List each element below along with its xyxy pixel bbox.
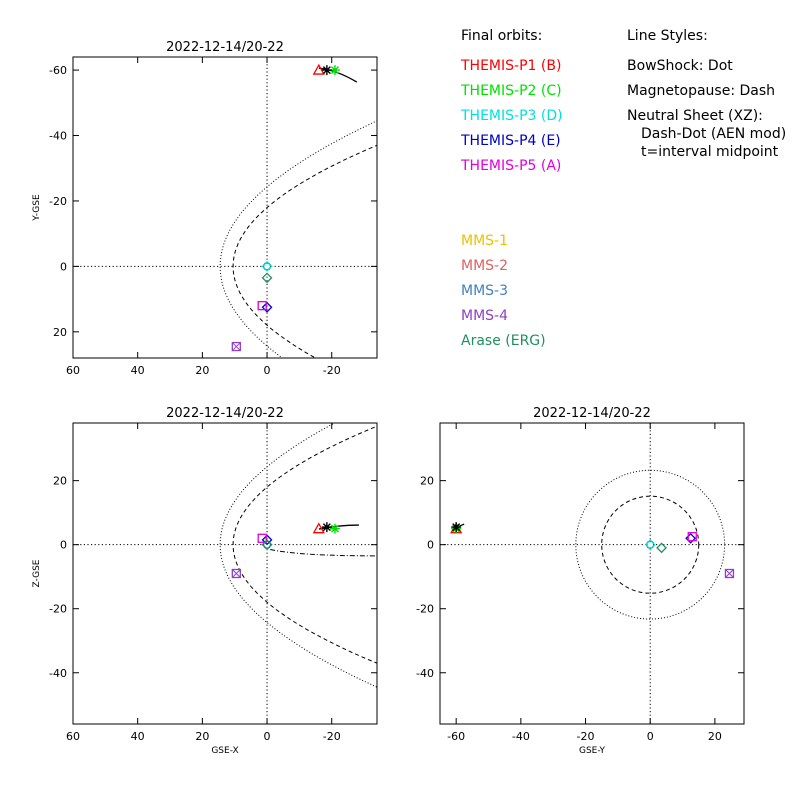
yz-xlabel: GSE-Y [579, 746, 606, 756]
xy-ytick-label: -60 [49, 64, 67, 77]
xz-neutral-sheet [270, 548, 377, 557]
xz-magnetopause-curve [232, 425, 377, 664]
legend-style-magnetopause: Magnetopause: Dash [627, 83, 775, 99]
yz-ytick-label: 20 [420, 475, 434, 488]
yz-mms-marker [724, 568, 735, 579]
legend-themis-p5: THEMIS-P5 (A) [460, 158, 561, 174]
xz-plot-area [73, 423, 377, 724]
legend-themis-p1: THEMIS-P1 (B) [460, 58, 561, 74]
yz-bowshock-circle [575, 469, 726, 620]
xy-earth [262, 262, 272, 271]
xz-mms-marker-cross [231, 569, 241, 578]
xy-ytick-label: 20 [53, 326, 67, 339]
legend-themis-p2: THEMIS-P2 (C) [460, 83, 562, 99]
xz-themis-p2-c-marker [329, 523, 340, 534]
xy-ylabel: Y-GSE [32, 194, 42, 222]
styles-heading: Line Styles: [627, 28, 708, 44]
xy-plot-frame [72, 56, 378, 359]
legend-themis-p4: THEMIS-P4 (E) [460, 133, 561, 149]
xz-ytick-label: -40 [49, 667, 67, 680]
legend-mms-2: MMS-2 [461, 258, 508, 274]
legend-arase: Arase (ERG) [461, 333, 546, 349]
xy-xtick-label: 60 [66, 364, 80, 377]
xz-mms-marker [231, 568, 241, 579]
legend-style-neutral-sheet: Neutral Sheet (XZ): [627, 108, 763, 124]
legend-style-midpoint: t=interval midpoint [641, 144, 779, 160]
legend-mms-4: MMS-4 [461, 308, 508, 324]
xy-plot-area [73, 57, 377, 358]
xz-xlabel: GSE-X [211, 746, 238, 756]
xz-themis-p1-b-marker [312, 522, 325, 534]
legend-style-dash-dot: Dash-Dot (AEN mod) [641, 126, 786, 142]
xz-xtick-label: -20 [323, 730, 341, 743]
xy-orbit-panel: 2022-12-14/20-22 60 40 20 0 -20 -60 -40 -20 0 20 Y-… [32, 40, 378, 377]
yz-ytick-label: 0 [427, 539, 434, 552]
xy-xtick-label: 0 [264, 364, 271, 377]
yz-xtick-label: -20 [577, 730, 595, 743]
xz-orbit-trace [318, 524, 359, 530]
xz-themis-p1-p2-trace-marker [321, 522, 332, 533]
yz-xtick-label: -40 [512, 730, 530, 743]
xz-ytick-label: 0 [60, 539, 67, 552]
xy-ytick-label: 0 [60, 260, 67, 273]
legend-mms-3: MMS-3 [461, 283, 508, 299]
legend-themis-p3: THEMIS-P3 (D) [460, 108, 563, 124]
yz-plot-frame [439, 422, 745, 725]
xy-themis-p4-e-marker [261, 301, 273, 313]
xy-mms-marker [231, 341, 241, 352]
xy-arase-erg-marker [261, 272, 273, 284]
yz-mms-marker-cross [725, 569, 734, 578]
yz-xtick-label: -60 [447, 730, 465, 743]
xy-xtick-label: -20 [323, 364, 341, 377]
yz-arase-erg-marker [656, 542, 667, 554]
xz-themis-p4-e-marker [261, 534, 273, 546]
orbits-heading: Final orbits: [461, 28, 542, 44]
xz-xtick-label: 40 [131, 730, 145, 743]
yz-themis-p4-e-marker [685, 532, 697, 544]
legend-mms-1: MMS-1 [461, 233, 508, 249]
yz-ytick-label: -40 [416, 667, 434, 680]
xy-xtick-label: 40 [131, 364, 145, 377]
yz-themis-p5-a-marker [687, 532, 697, 542]
legend-style-bowshock: BowShock: Dot [627, 58, 733, 74]
xz-ytick-label: -20 [49, 603, 67, 616]
xz-xtick-label: 20 [195, 730, 209, 743]
xz-title: 2022-12-14/20-22 [166, 406, 284, 421]
yz-ytick-label: -20 [416, 603, 434, 616]
xz-ylabel: Z-GSE [32, 559, 42, 587]
xy-magnetopause-curve [232, 144, 377, 358]
xy-mms-marker-cross [231, 342, 241, 351]
xz-arase-erg-marker [261, 539, 273, 551]
legend: Final orbits: Line Styles: THEMIS-P1 (B)… [460, 28, 786, 349]
xz-xtick-label: 0 [264, 730, 271, 743]
xz-xtick-label: 60 [66, 730, 80, 743]
yz-orbit-panel: 2022-12-14/20-22 -60 -40 -20 0 20 -40 -20 0 20 GSE… [416, 406, 745, 756]
xy-themis-p2-c-marker [329, 65, 340, 76]
xy-ytick-label: -20 [49, 195, 67, 208]
xy-title: 2022-12-14/20-22 [166, 40, 284, 55]
xy-themis-p1-b-marker [312, 63, 325, 75]
yz-themis-p1-p2-trace-marker [451, 522, 462, 533]
xz-ytick-label: 20 [53, 475, 67, 488]
xy-themis-p1-p2-trace-marker [321, 65, 332, 76]
yz-earth [646, 540, 655, 549]
xy-xtick-label: 20 [195, 364, 209, 377]
xz-plot-frame [72, 422, 378, 725]
xy-ytick-label: -40 [49, 130, 67, 143]
yz-title: 2022-12-14/20-22 [533, 406, 651, 421]
yz-xtick-label: 20 [708, 730, 722, 743]
yz-xtick-label: 0 [647, 730, 654, 743]
yz-themis-p3-d-marker [644, 539, 656, 551]
xy-themis-p5-a-marker [257, 301, 267, 311]
yz-plot-area [440, 423, 744, 724]
xz-themis-p5-a-marker [257, 533, 267, 543]
xy-themis-p3-d-marker [261, 260, 273, 272]
yz-magnetopause-circle [601, 495, 700, 594]
